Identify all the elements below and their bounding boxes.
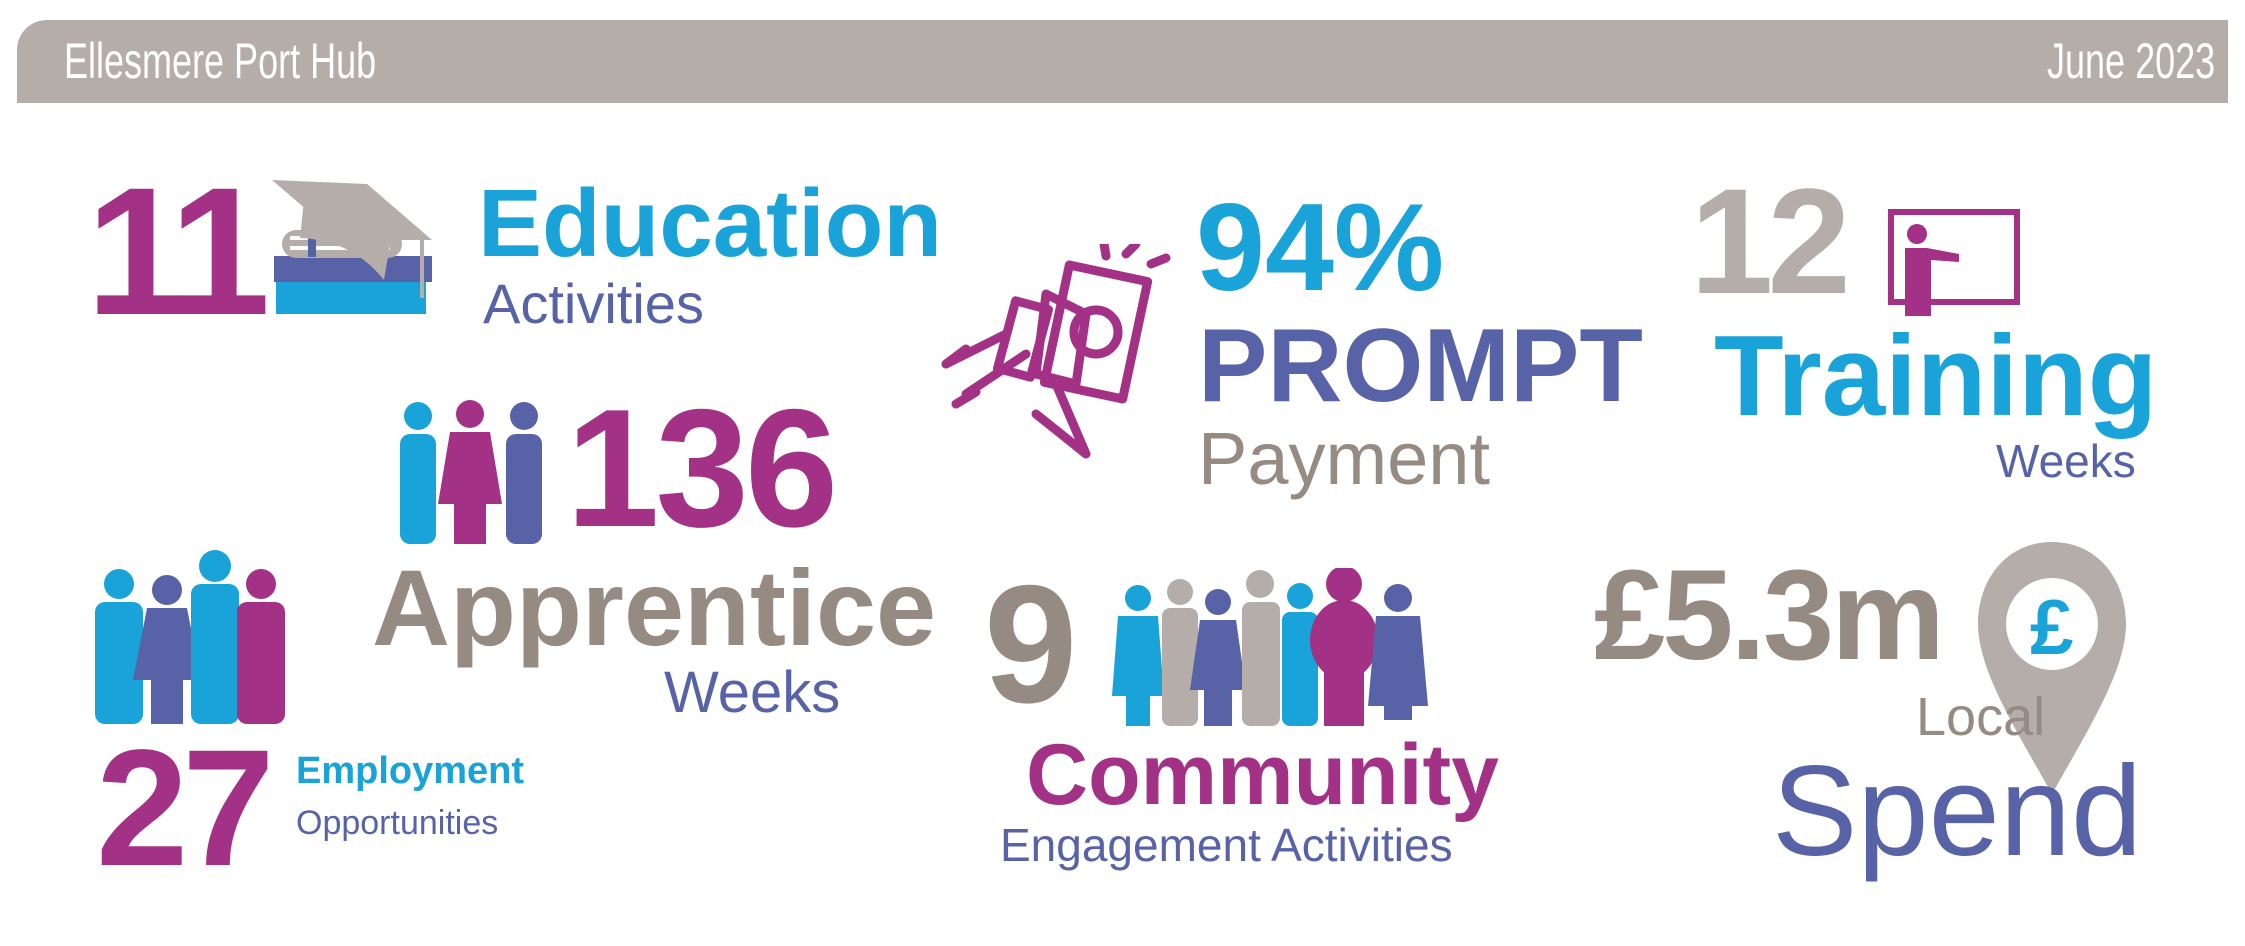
hub-title: Ellesmere Port Hub xyxy=(64,33,377,89)
education-value: 11 xyxy=(86,149,270,353)
apprentice-label: Apprentice xyxy=(372,547,937,668)
apprentice-sublabel: Weeks xyxy=(664,660,841,725)
training-value: 12 xyxy=(1690,157,1851,325)
payment-label: PROMPT xyxy=(1198,308,1643,424)
spend-label: Local xyxy=(1916,687,2046,747)
workers-icon xyxy=(95,550,285,724)
pin-pound-symbol: £ xyxy=(2030,583,2074,671)
report-date: June 2023 xyxy=(2047,33,2216,89)
header-bar: Ellesmere Port Hub June 2023 xyxy=(17,20,2228,103)
training-sublabel: Weeks xyxy=(1996,435,2136,487)
spend-value: £5.3m xyxy=(1594,544,1945,687)
apprentice-value: 136 xyxy=(566,374,838,562)
community-label: Community xyxy=(1026,727,1499,823)
people-group-icon xyxy=(400,400,542,544)
employment-sublabel: Opportunities xyxy=(296,804,499,842)
education-label: Education xyxy=(478,170,943,277)
employment-label: Employment xyxy=(296,750,525,792)
hand-money-icon xyxy=(941,244,1171,459)
graduation-books-icon xyxy=(272,180,432,314)
community-value: 9 xyxy=(984,550,1078,738)
spend-sublabel: Spend xyxy=(1772,740,2143,883)
employment-value: 27 xyxy=(96,716,275,901)
payment-sublabel: Payment xyxy=(1198,417,1491,500)
training-label: Training xyxy=(1714,313,2158,440)
education-sublabel: Activities xyxy=(483,272,704,335)
community-people-icon xyxy=(1112,568,1428,726)
trainer-board-icon xyxy=(1888,209,2020,316)
payment-value: 94% xyxy=(1196,179,1445,317)
pound-location-pin-icon xyxy=(1978,542,2126,794)
community-sublabel: Engagement Activities xyxy=(1000,819,1453,871)
